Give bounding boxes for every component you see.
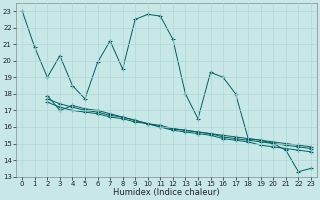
X-axis label: Humidex (Indice chaleur): Humidex (Indice chaleur) xyxy=(113,188,220,197)
